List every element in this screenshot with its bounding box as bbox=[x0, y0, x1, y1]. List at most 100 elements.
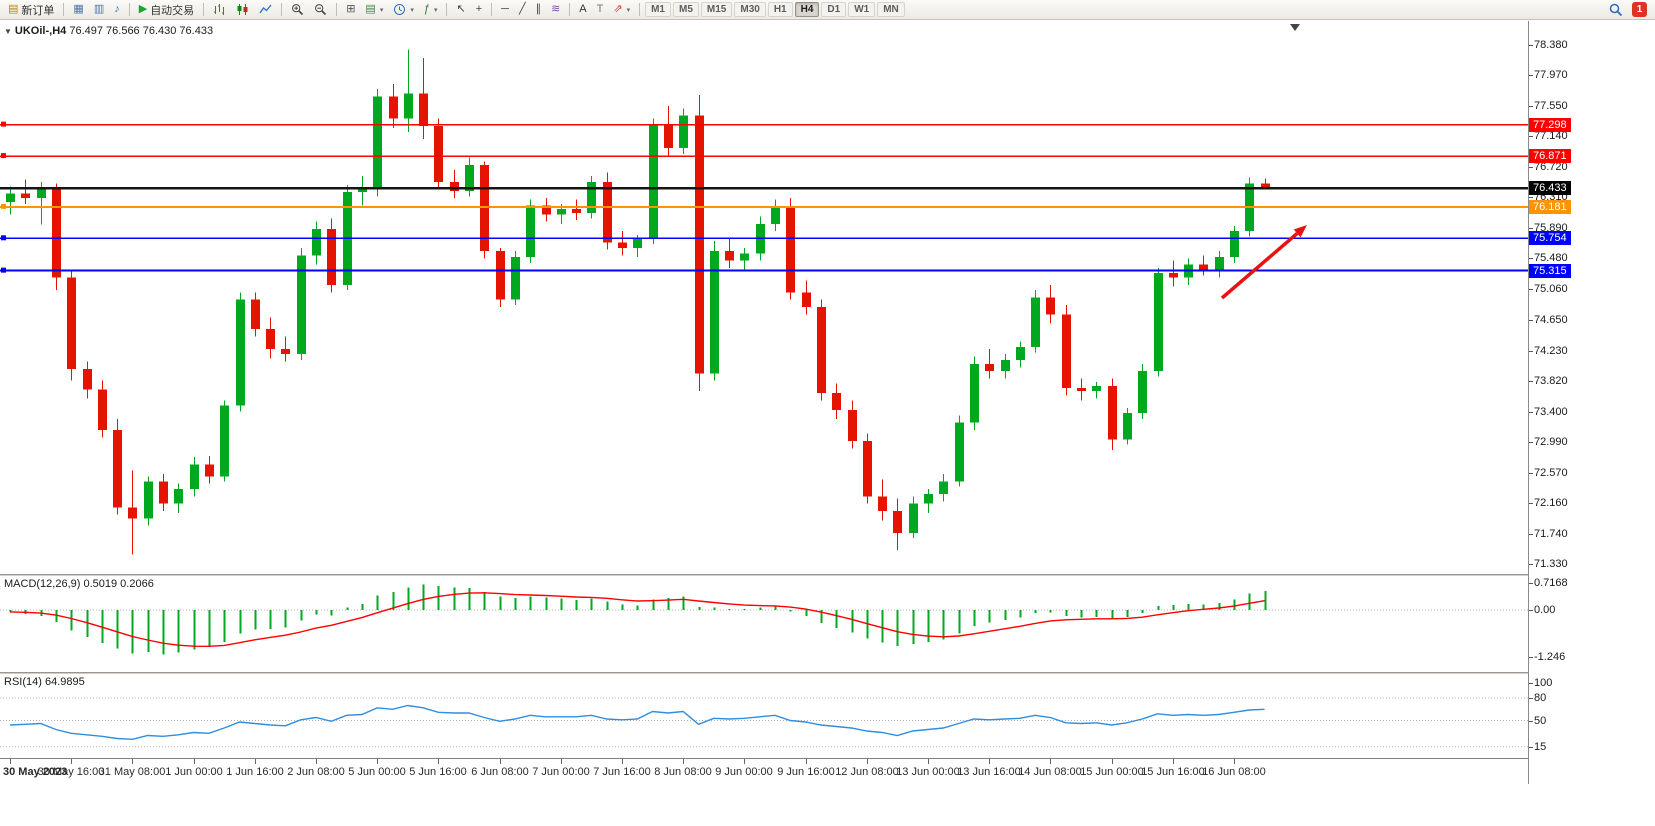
timeframe-m1-button[interactable]: M1 bbox=[645, 2, 671, 17]
line-chart-type-button[interactable] bbox=[254, 1, 277, 18]
sound-button[interactable]: ♪ bbox=[109, 1, 125, 18]
timeframe-h1-button[interactable]: H1 bbox=[767, 2, 793, 17]
arrows-button[interactable]: ⇗ ▾ bbox=[608, 1, 635, 18]
time-label: 1 Jun 00:00 bbox=[165, 766, 223, 778]
candle-body bbox=[450, 181, 459, 191]
candle-body bbox=[358, 189, 367, 193]
main-chart[interactable] bbox=[0, 21, 1528, 574]
auto-trading-button-label: 自动交易 bbox=[150, 4, 195, 17]
rsi-line bbox=[9, 704, 1265, 741]
candle-body bbox=[496, 251, 505, 300]
line-handle[interactable] bbox=[1, 153, 6, 159]
axis-tick-mark bbox=[1529, 534, 1533, 535]
axis-tick-label: 0.00 bbox=[1534, 604, 1556, 616]
axis-tick-label: 74.650 bbox=[1534, 314, 1568, 326]
cursor-button[interactable]: ↖ bbox=[451, 1, 470, 18]
channel-button[interactable]: ∥ bbox=[531, 1, 547, 18]
line-handle[interactable] bbox=[1, 267, 6, 273]
panel-resize-divider[interactable] bbox=[0, 672, 1655, 674]
candle-body bbox=[1062, 314, 1071, 389]
time-label: 15 Jun 16:00 bbox=[1141, 766, 1205, 778]
axis-tick-label: 0.7168 bbox=[1534, 577, 1568, 589]
horizontal-line-button[interactable]: ─ bbox=[496, 1, 514, 18]
candle-body bbox=[725, 251, 734, 261]
market-watch-button[interactable]: ▦ bbox=[68, 1, 88, 18]
rsi-panel[interactable] bbox=[0, 674, 1528, 758]
navigator-button[interactable]: ▥ bbox=[89, 1, 109, 18]
line-handle[interactable] bbox=[1, 121, 6, 127]
ohlc-values: 76.497 76.566 76.430 76.433 bbox=[69, 25, 214, 37]
candle-body bbox=[1169, 273, 1178, 278]
time-tick-mark bbox=[622, 759, 623, 764]
time-label: 31 May 08:00 bbox=[98, 766, 166, 778]
search-button[interactable] bbox=[1604, 1, 1627, 18]
axis-tick-label: 73.400 bbox=[1534, 406, 1568, 418]
panel-resize-divider[interactable] bbox=[0, 574, 1655, 576]
axis-tick-label: 100 bbox=[1534, 677, 1553, 689]
axis-tick-mark bbox=[1529, 503, 1533, 504]
chart-shift-marker[interactable] bbox=[1290, 24, 1300, 31]
candle-body bbox=[695, 115, 704, 374]
axis-tick-mark bbox=[1529, 289, 1533, 290]
zoom-in-icon bbox=[292, 4, 304, 16]
axis-tick-mark bbox=[1529, 442, 1533, 443]
new-order-icon: ▤ bbox=[8, 3, 19, 15]
price-tag-76433: 76.433 bbox=[1529, 181, 1571, 195]
trend-arrow-annotation[interactable] bbox=[1220, 232, 1299, 300]
horizontal-line-icon: ─ bbox=[501, 3, 509, 15]
zoom-in-button[interactable] bbox=[286, 1, 309, 18]
time-tick-mark bbox=[561, 759, 562, 764]
timeframe-d1-button[interactable]: D1 bbox=[821, 2, 847, 17]
crosshair-icon: + bbox=[475, 3, 483, 15]
collapse-window-icon[interactable]: ▼ bbox=[4, 27, 12, 36]
timeframe-m5-button[interactable]: M5 bbox=[673, 2, 699, 17]
axis-tick-label: 76.720 bbox=[1534, 161, 1568, 173]
price-tag-76871: 76.871 bbox=[1529, 149, 1571, 163]
time-tick-mark bbox=[500, 759, 501, 764]
time-label: 16 Jun 08:00 bbox=[1202, 766, 1266, 778]
new-order-button[interactable]: ▤ 新订单 bbox=[3, 1, 59, 18]
timeframe-w1-button[interactable]: W1 bbox=[848, 2, 876, 17]
candle-body bbox=[1046, 297, 1055, 315]
candle-body bbox=[281, 349, 290, 355]
axis-tick-mark bbox=[1529, 320, 1533, 321]
tile-windows-button[interactable]: ⊞ bbox=[341, 1, 360, 18]
candle-body bbox=[557, 209, 566, 215]
time-label: 7 Jun 00:00 bbox=[532, 766, 590, 778]
timeframe-m15-button[interactable]: M15 bbox=[700, 2, 733, 17]
toolbar-separator bbox=[336, 3, 338, 16]
candle-body bbox=[848, 410, 857, 442]
zoom-out-button[interactable] bbox=[309, 1, 332, 18]
axis-tick-mark bbox=[1529, 167, 1533, 168]
timeframe-h4-button[interactable]: H4 bbox=[794, 2, 820, 17]
fibonacci-button[interactable]: ≋ bbox=[546, 1, 565, 18]
new-chart-button[interactable]: ▤ ▾ bbox=[360, 1, 388, 18]
candle-body bbox=[1092, 385, 1101, 391]
indicators-button[interactable]: ƒ ▾ bbox=[419, 1, 443, 18]
axis-tick-label: 80 bbox=[1534, 692, 1547, 704]
toolbar: ▤ 新订单 ▦ ▥ ♪ ▶ 自动交易 ⊞ ▤ ▾ ▾ ƒ ▾ ↖ + ─ ╱ ∥ ≋ A T ⇗ ▾ M1 M5 M15 M30 H1… bbox=[0, 0, 1655, 20]
toolbar-separator bbox=[281, 3, 283, 16]
bar-chart-type-button[interactable] bbox=[208, 1, 231, 18]
timeframe-mn-button[interactable]: MN bbox=[877, 2, 905, 17]
line-handle[interactable] bbox=[1, 235, 6, 241]
time-label: 8 Jun 08:00 bbox=[654, 766, 712, 778]
candle-body bbox=[1001, 360, 1010, 372]
auto-trading-button[interactable]: ▶ 自动交易 bbox=[134, 1, 199, 18]
axis-tick-mark bbox=[1529, 583, 1533, 584]
text-button[interactable]: A bbox=[574, 1, 591, 18]
time-tick-mark bbox=[1234, 759, 1235, 764]
line-handle[interactable] bbox=[1, 203, 6, 209]
timeframe-m30-button[interactable]: M30 bbox=[734, 2, 766, 17]
candle-body bbox=[465, 164, 474, 191]
trendline-button[interactable]: ╱ bbox=[514, 1, 531, 18]
notification-badge[interactable]: 1 bbox=[1632, 2, 1647, 17]
text-label-button[interactable]: T bbox=[592, 1, 609, 18]
time-label: 9 Jun 16:00 bbox=[777, 766, 835, 778]
candlestick-chart-type-button[interactable] bbox=[231, 1, 254, 18]
macd-panel[interactable] bbox=[0, 576, 1528, 672]
time-tick-mark bbox=[10, 759, 11, 764]
crosshair-button[interactable]: + bbox=[471, 1, 487, 18]
period-clock-button[interactable]: ▾ bbox=[388, 1, 419, 18]
new-order-button-label: 新订单 bbox=[21, 4, 55, 17]
